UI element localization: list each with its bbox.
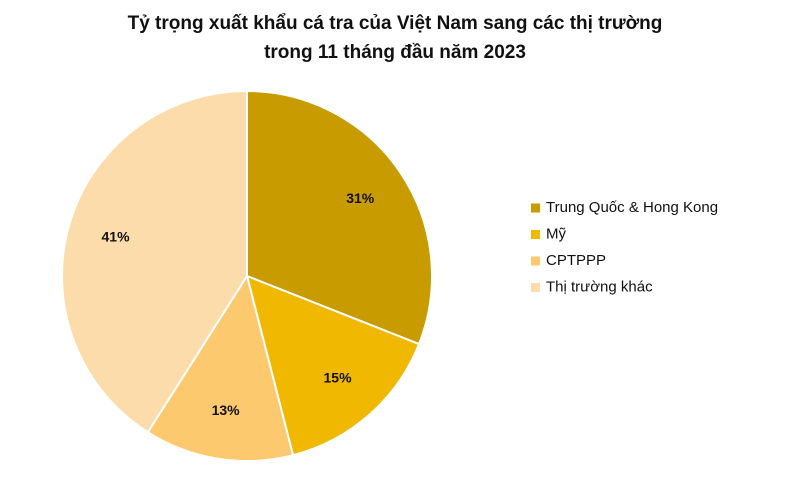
pie-slice <box>61 89 248 434</box>
pie-slice <box>146 273 295 462</box>
legend-swatch <box>531 230 540 239</box>
data-label: 31% <box>346 190 375 206</box>
chart-title: trong 11 tháng đầu năm 2023 <box>264 42 526 63</box>
data-label: 41% <box>102 229 131 245</box>
legend-label: Mỹ <box>546 225 566 242</box>
data-label: 13% <box>212 402 241 418</box>
pie-slice <box>246 89 433 346</box>
legend-swatch <box>531 203 540 213</box>
legend-label: CPTPPP <box>546 252 606 269</box>
pie-slice <box>245 274 421 457</box>
legend-swatch <box>531 256 540 266</box>
chart-title: Tỷ trọng xuất khẩu cá tra của Việt Nam s… <box>128 13 663 34</box>
legend-label: Trung Quốc & Hong Kong <box>546 199 718 216</box>
data-label: 15% <box>324 369 353 385</box>
legend-swatch <box>531 283 540 292</box>
legend-label: Thị trường khác <box>546 278 653 295</box>
